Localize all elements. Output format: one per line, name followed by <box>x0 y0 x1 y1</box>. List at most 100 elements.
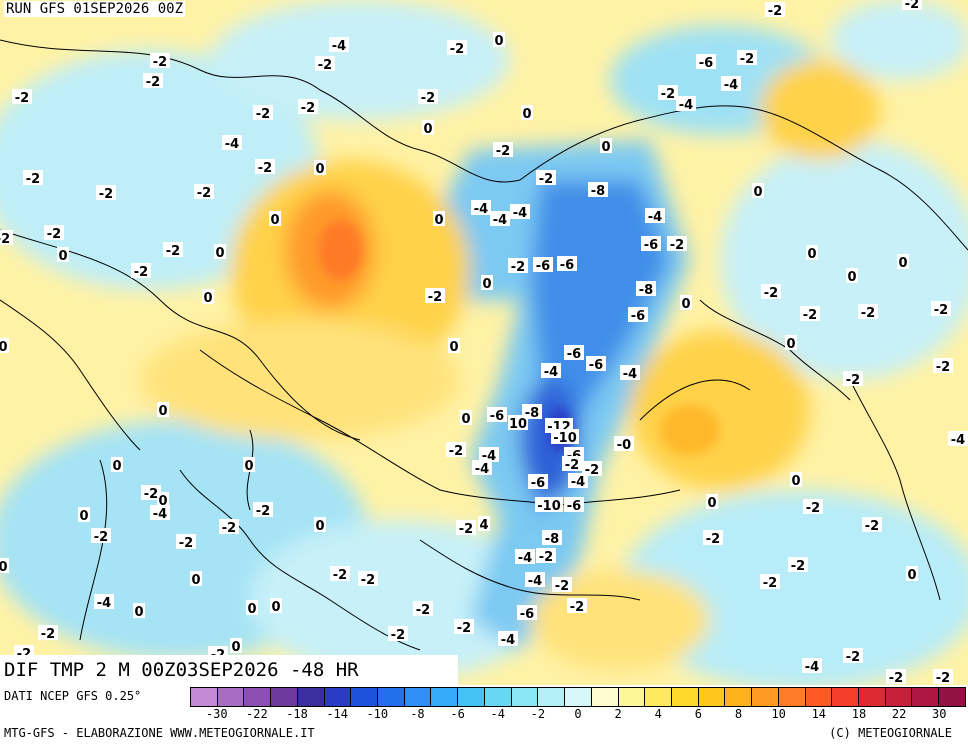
color-scale-cell <box>858 688 886 706</box>
color-scale-label: -14 <box>326 707 349 721</box>
contour-label-bg <box>641 236 661 251</box>
color-scale-cell <box>324 688 352 706</box>
contour-label-bg <box>422 120 434 135</box>
contour-label-bg <box>588 182 608 197</box>
color-scale-cell <box>725 688 753 706</box>
contour-label-bg <box>253 502 273 517</box>
contour-label: -2 <box>222 521 236 536</box>
contour-label: -2 <box>333 568 347 583</box>
contour-label-bg <box>557 256 577 271</box>
contour-label: -6 <box>699 56 713 71</box>
color-scale-label: -6 <box>450 707 465 721</box>
contour-label: -2 <box>846 650 860 665</box>
contour-label: 0 <box>449 340 458 355</box>
contour-label: -4 <box>475 462 489 477</box>
contour-label: -2 <box>861 306 875 321</box>
contour-label: 0 <box>215 246 224 261</box>
contour-label-bg <box>150 53 170 68</box>
contour-label: -4 <box>493 213 507 228</box>
color-scale-cell <box>671 688 699 706</box>
contour-label-bg <box>222 135 242 150</box>
contour-label-bg <box>141 485 161 500</box>
contour-label-bg <box>157 402 169 417</box>
contour-label-bg <box>446 442 466 457</box>
contour-label-bg <box>600 138 612 153</box>
contour-label-bg <box>658 85 678 100</box>
contour-label-bg <box>481 275 493 290</box>
contour-label-bg <box>194 184 214 199</box>
contour-label-bg <box>329 37 349 52</box>
color-scale-cell <box>912 688 940 706</box>
color-scale-cell <box>538 688 566 706</box>
contour-label: -2 <box>846 373 860 388</box>
contour-label: 0 <box>461 412 470 427</box>
contour-label: -2 <box>764 286 778 301</box>
contour-label-bg <box>94 594 114 609</box>
contour-label: 0 <box>0 560 8 575</box>
contour-label-bg <box>933 358 953 373</box>
contour-label-bg <box>586 356 606 371</box>
contour-label-bg <box>533 257 553 272</box>
contour-label-bg <box>12 89 32 104</box>
color-scale-label: 14 <box>811 707 827 721</box>
contour-label: -4 <box>805 660 819 675</box>
product-title-box <box>0 655 458 685</box>
color-scale-label: 4 <box>654 707 662 721</box>
contour-label-bg <box>150 505 170 520</box>
contour-label-bg <box>493 32 505 47</box>
contour-label-bg <box>23 170 43 185</box>
contour-label: -4 <box>544 365 558 380</box>
contour-label: -6 <box>631 309 645 324</box>
color-scale-labels: -30 -22 -18 -14 -10 -8 -6 -4 -2 0 2 4 6 8 10 14 18 22 30 <box>190 707 966 723</box>
contour-label: -6 <box>531 476 545 491</box>
color-scale-cell <box>939 688 965 706</box>
contour-label-bg <box>214 244 226 259</box>
contour-label: -8 <box>545 532 559 547</box>
contour-label-bg <box>471 200 491 215</box>
contour-label: 0 <box>753 185 762 200</box>
contour-label-bg <box>525 572 545 587</box>
contour-label-bg <box>478 516 490 531</box>
contour-label-bg <box>806 245 818 260</box>
contour-label-bg <box>0 558 9 573</box>
color-scale-label: -8 <box>410 707 425 721</box>
contour-label-bg <box>703 530 723 545</box>
contour-label-bg <box>157 492 169 507</box>
contour-label: -2 <box>905 0 919 12</box>
contour-label-bg <box>433 211 445 226</box>
contour-label-bg <box>521 105 533 120</box>
contour-label: -2 <box>934 303 948 318</box>
contour-label: -2 <box>449 444 463 459</box>
contour-label-bg <box>676 96 696 111</box>
contour-label-bg <box>460 410 472 425</box>
contour-label: 0 <box>847 270 856 285</box>
color-scale-label: -30 <box>205 707 228 721</box>
contour-label-bg <box>253 105 273 120</box>
contour-label: -6 <box>589 358 603 373</box>
contour-label: -2 <box>803 308 817 323</box>
contour-label-bg <box>862 517 882 532</box>
contour-label: 0 <box>270 213 279 228</box>
contour-label: -10 <box>537 499 561 514</box>
color-scale-cell <box>805 688 833 706</box>
contour-label: 0 <box>807 247 816 262</box>
color-scale-cell <box>351 688 379 706</box>
credit-right: (C) METEOGIORNALE <box>829 726 952 740</box>
contour-label: 0 <box>158 404 167 419</box>
contour-label: -2 <box>865 519 879 534</box>
contour-label: 0 <box>786 337 795 352</box>
contour-label-bg <box>858 304 878 319</box>
contour-label-bg <box>448 338 460 353</box>
contour-label-bg <box>568 473 588 488</box>
temperature-field <box>0 0 968 685</box>
color-scale-cell <box>752 688 779 706</box>
contour-label: 0 <box>134 605 143 620</box>
contour-label: -2 <box>256 107 270 122</box>
contour-label-bg <box>803 499 823 514</box>
contour-label: 10 <box>509 417 527 432</box>
contour-label: -4 <box>679 98 693 113</box>
contour-label-bg <box>246 600 258 615</box>
contour-label-bg <box>472 460 492 475</box>
contour-label-bg <box>0 338 9 353</box>
